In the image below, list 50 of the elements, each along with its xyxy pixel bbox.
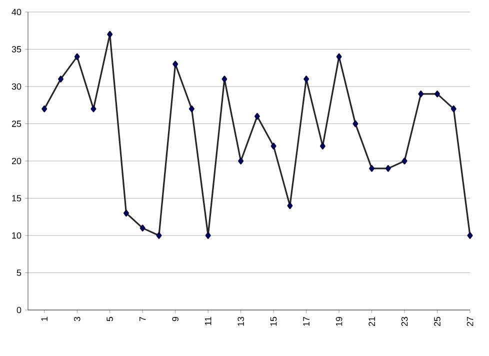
- y-tick-label: 5: [16, 270, 22, 276]
- point: [434, 90, 440, 98]
- point: [336, 53, 342, 60]
- point: [385, 165, 391, 172]
- point: [58, 76, 64, 82]
- x-tick-label: 13: [238, 316, 244, 326]
- y-tick-label: 0: [16, 306, 22, 314]
- point: [270, 142, 276, 150]
- point: [188, 105, 194, 112]
- point: [42, 105, 48, 112]
- point: [418, 90, 424, 98]
- point: [123, 210, 129, 217]
- x-tick-label: 9: [172, 316, 179, 322]
- x-tick-label: 27: [466, 316, 474, 326]
- point: [74, 53, 80, 60]
- x-tick-label: 1: [41, 316, 48, 321]
- point: [450, 105, 456, 112]
- point: [156, 232, 162, 239]
- x-tick-label: 17: [303, 316, 310, 326]
- point: [222, 76, 228, 82]
- x-tick-label: 5: [106, 316, 113, 322]
- y-tick-label: 10: [12, 232, 22, 239]
- y-tick-label: 15: [12, 195, 22, 202]
- x-tick-label: 11: [204, 316, 212, 326]
- x-tick-label: 3: [74, 316, 80, 322]
- point: [320, 142, 326, 150]
- point: [205, 232, 211, 239]
- point: [352, 120, 358, 128]
- point: [238, 158, 244, 164]
- point: [140, 224, 146, 232]
- y-tick-label: 20: [12, 158, 22, 164]
- point: [172, 60, 178, 68]
- point: [467, 232, 473, 239]
- point: [107, 30, 113, 38]
- point: [304, 76, 310, 82]
- point: [254, 112, 260, 120]
- x-tick-label: 23: [401, 316, 408, 326]
- x-tick-label: 25: [434, 316, 440, 326]
- x-tick-label: 7: [140, 316, 146, 322]
- x-tick-label: 15: [270, 316, 277, 326]
- x-tick-label: 19: [336, 316, 342, 326]
- point: [402, 158, 408, 164]
- point: [369, 165, 375, 172]
- y-tick-label: 25: [12, 120, 22, 127]
- y-tick-label: 35: [12, 46, 22, 52]
- point: [287, 202, 293, 210]
- y-tick-label: 30: [12, 83, 22, 90]
- x-tick-label: 21: [368, 316, 375, 326]
- point: [90, 105, 96, 112]
- y-tick-label: 40: [12, 8, 22, 16]
